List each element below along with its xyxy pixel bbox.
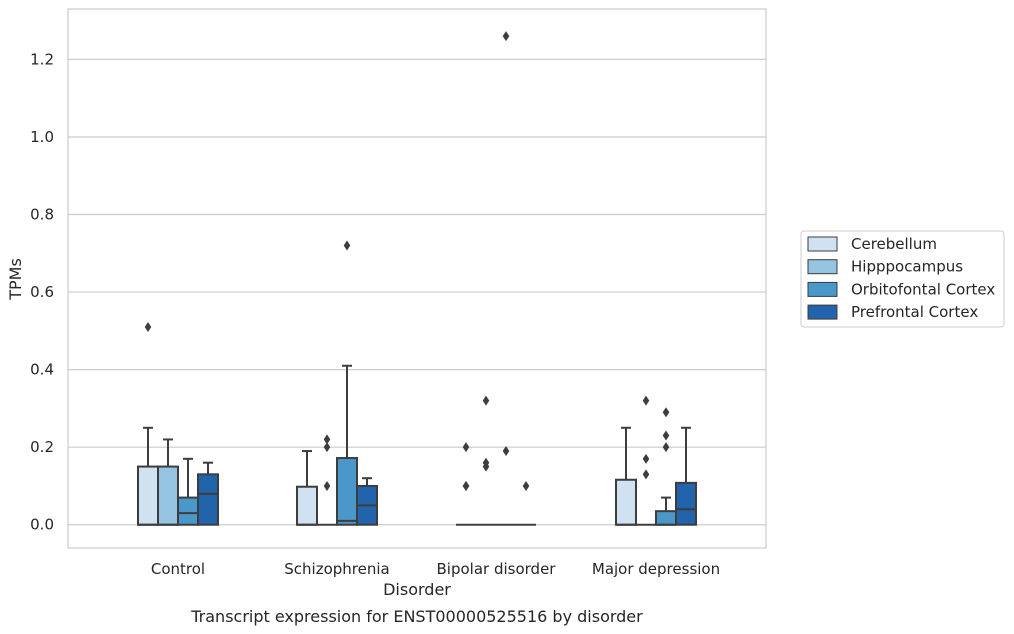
legend-swatch [807,304,838,320]
y-tick-label: 1.2 [30,50,54,68]
box-group [615,426,637,526]
box-rect [615,478,637,526]
legend-label: Orbitofontal Cortex [851,280,995,298]
box-group [336,240,358,526]
outlier-point [482,457,490,468]
outlier-point [522,480,530,491]
outlier-point [482,395,490,406]
box-group [476,395,496,526]
y-tick-label: 0.4 [30,361,54,379]
y-tick-label: 0.0 [30,516,54,534]
box-rect [197,473,219,526]
outlier-point [343,240,351,251]
box-rect [296,485,318,526]
box-group [456,442,476,526]
grid-lines [68,58,766,526]
outlier-point [462,442,470,453]
outlier-point [502,31,510,42]
outlier-point [642,453,650,464]
legend-swatch [807,281,838,297]
outlier-point [642,469,650,480]
x-tick-label: Bipolar disorder [437,560,557,578]
outlier-point [662,407,670,418]
box-rect [336,457,358,526]
box-group [636,395,656,526]
y-axis-ticks: 0.0 0.2 0.4 0.6 0.8 1.0 1.2 [30,50,54,533]
box-group [177,457,199,526]
legend-swatch [807,259,838,275]
outlier-point [642,395,650,406]
box-rect [177,496,199,526]
y-tick-label: 0.6 [30,283,54,301]
y-tick-label: 1.0 [30,128,54,146]
x-tick-label: Control [151,560,205,578]
legend-label: Prefrontal Cortex [851,303,978,321]
outlier-point [502,446,510,457]
box-rect [655,510,677,526]
x-axis-ticks: Control Schizophrenia Bipolar disorder Majo… [151,560,720,578]
outlier-point [144,321,152,332]
y-tick-label: 0.8 [30,206,54,224]
y-tick-label: 0.2 [30,438,54,456]
outlier-point [662,430,670,441]
box-group [157,438,179,526]
box-group [496,31,516,526]
box-rect [675,481,697,526]
plot-area-frame [67,8,767,549]
outlier-point [323,442,331,453]
legend-swatch [807,236,838,252]
box-group [197,461,219,526]
box-group [516,480,536,526]
outlier-point [323,434,331,445]
outlier-point [462,480,470,491]
x-tick-label: Schizophrenia [284,560,389,578]
legend: Cerebellum Hipppocampus Orbitofontal Corte… [800,230,1005,328]
boxes-layer [137,31,697,526]
box-group [655,407,677,526]
box-group [675,426,697,526]
x-tick-label: Major depression [592,560,720,578]
outlier-point [323,480,331,491]
box-rect [157,465,179,526]
legend-label: Hipppocampus [851,258,963,276]
chart-caption: Transcript expression for ENST0000052551… [190,607,643,626]
outlier-point [662,442,670,453]
box-group [317,434,337,526]
y-axis-label: TPMs [6,258,25,301]
legend-items: Cerebellum Hipppocampus Orbitofontal Corte… [807,235,995,321]
legend-label: Cerebellum [851,235,937,253]
box-group [137,321,159,526]
box-group [296,450,318,526]
x-axis-label: Disorder [383,580,451,599]
box-rect [137,465,159,526]
box-group [356,477,378,526]
legend-frame [800,230,1005,328]
